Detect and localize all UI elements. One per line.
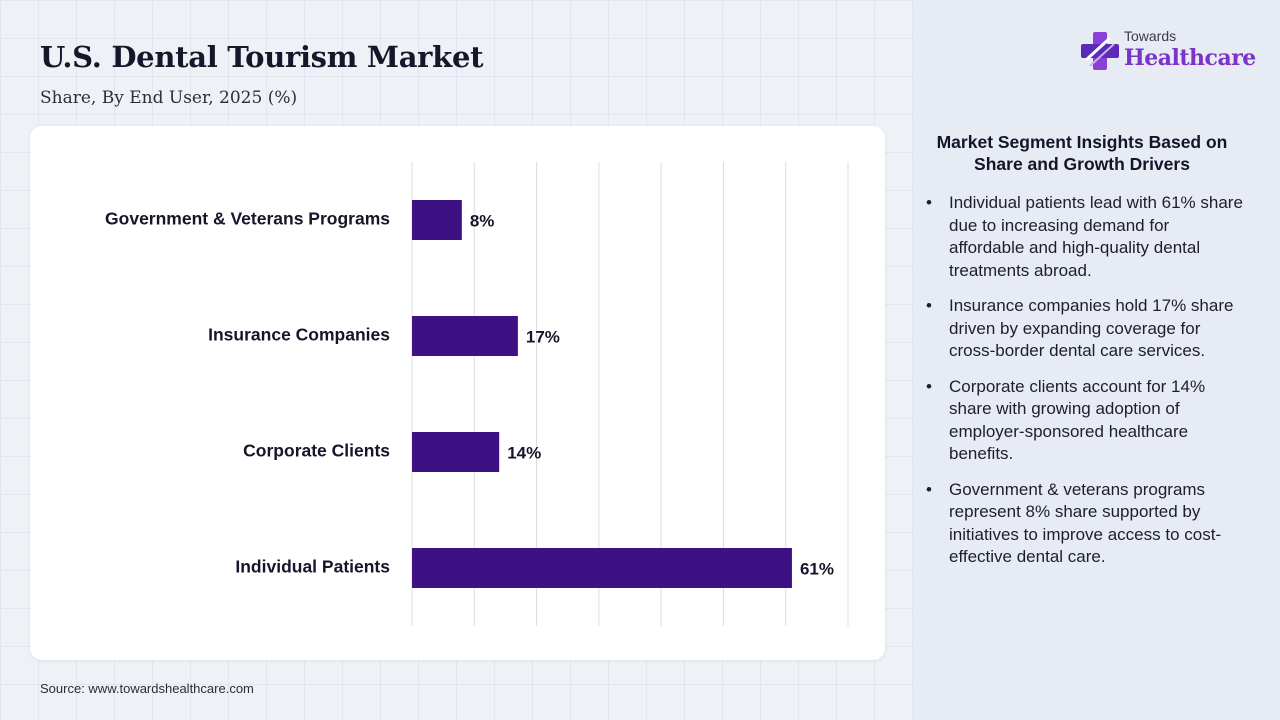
plus-cross-icon (1081, 32, 1119, 70)
chart-card: Government & Veterans Programs Insurance … (30, 126, 885, 660)
category-label: Individual Patients (235, 557, 390, 577)
insight-item: Corporate clients account for 14% share … (924, 376, 1249, 466)
insights-list: Individual patients lead with 61% share … (924, 192, 1249, 582)
insights-title: Market Segment Insights Based on Share a… (936, 132, 1228, 174)
page-title: U.S. Dental Tourism Market (40, 40, 484, 74)
value-label: 14% (507, 443, 541, 462)
category-label: Government & Veterans Programs (105, 209, 390, 229)
page-subtitle: Share, By End User, 2025 (%) (40, 88, 298, 108)
bar (412, 316, 518, 356)
bars (412, 200, 792, 588)
value-label: 17% (526, 327, 560, 346)
value-label: 8% (470, 211, 495, 230)
grid-lines (411, 162, 849, 626)
bar (412, 200, 462, 240)
bar (412, 548, 792, 588)
insight-item: Individual patients lead with 61% share … (924, 192, 1249, 282)
logo-text-big: Healthcare (1124, 45, 1256, 71)
insight-item: Government & veterans programs represent… (924, 479, 1249, 569)
logo-text-small: Towards (1124, 28, 1177, 44)
source-note: Source: www.towardshealthcare.com (40, 681, 254, 696)
value-labels: 8% 17% 14% 61% (470, 211, 834, 578)
insight-item: Insurance companies hold 17% share drive… (924, 295, 1249, 363)
brand-logo: Towards Healthcare (1080, 28, 1260, 78)
category-label: Insurance Companies (208, 325, 390, 345)
bar (412, 432, 500, 472)
bar-chart: Government & Veterans Programs Insurance … (105, 162, 849, 626)
category-labels: Government & Veterans Programs Insurance … (105, 209, 390, 577)
category-label: Corporate Clients (243, 441, 390, 461)
value-label: 61% (800, 559, 834, 578)
